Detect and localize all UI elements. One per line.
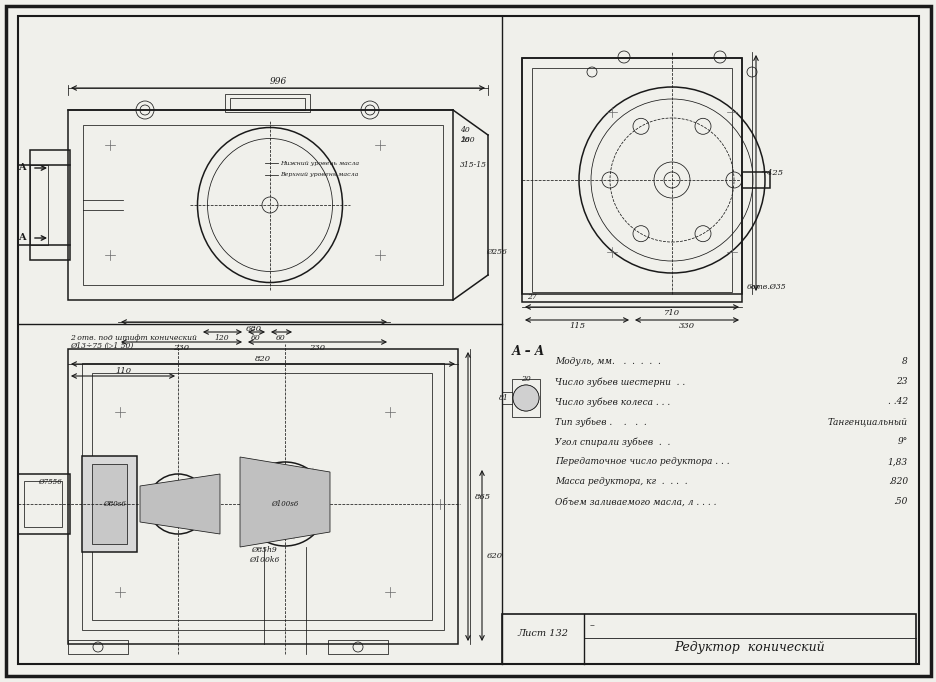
Text: –: – — [590, 621, 594, 630]
Bar — [82, 456, 137, 552]
Text: Тангенциальный: Тангенциальный — [827, 417, 907, 426]
Polygon shape — [139, 474, 220, 534]
Text: A: A — [18, 233, 26, 243]
Text: Ø100k6: Ø100k6 — [249, 556, 279, 564]
Bar — [328, 640, 388, 654]
Text: Ø100s6: Ø100s6 — [271, 500, 299, 508]
Text: Передаточное число редуктора . . .: Передаточное число редуктора . . . — [554, 458, 729, 466]
Text: 230: 230 — [309, 344, 325, 352]
Bar — [741, 172, 769, 188]
Text: 710: 710 — [664, 309, 680, 317]
Text: А – А: А – А — [511, 346, 545, 359]
Text: .820: .820 — [887, 477, 907, 486]
Text: Масса редуктора, кг  .  . .  .: Масса редуктора, кг . . . . — [554, 477, 687, 486]
Text: Ø80s6: Ø80s6 — [104, 500, 126, 508]
Text: 40: 40 — [460, 126, 469, 134]
Text: 60: 60 — [251, 334, 260, 342]
Text: Ø13÷75 (▷1 50): Ø13÷75 (▷1 50) — [70, 342, 133, 350]
Text: Нижний уровень масла: Нижний уровень масла — [280, 160, 358, 166]
Text: 6отв.Ø35: 6отв.Ø35 — [746, 283, 786, 291]
Text: 315-15: 315-15 — [460, 161, 487, 169]
Text: 20: 20 — [460, 136, 469, 144]
Bar — [92, 373, 431, 620]
Bar — [532, 68, 731, 292]
Text: 820: 820 — [255, 355, 271, 363]
Text: Верхний уровень масла: Верхний уровень масла — [280, 173, 358, 177]
Bar — [502, 614, 915, 664]
Text: 2 отв. под штифт конический: 2 отв. под штифт конический — [70, 334, 197, 342]
Bar — [521, 58, 741, 294]
Text: Ø7556: Ø7556 — [38, 478, 62, 486]
Bar — [83, 125, 443, 285]
Text: 27: 27 — [526, 293, 536, 301]
Text: 20: 20 — [520, 375, 531, 383]
Text: 865: 865 — [475, 493, 490, 501]
Circle shape — [521, 394, 530, 402]
Text: 120: 120 — [214, 334, 229, 342]
Bar — [511, 379, 539, 417]
Bar — [68, 110, 452, 300]
Text: 996: 996 — [269, 78, 286, 87]
Text: Редуктор  конический: Редуктор конический — [674, 642, 825, 655]
Bar — [24, 481, 62, 527]
Text: A: A — [18, 164, 26, 173]
Text: 330: 330 — [679, 322, 695, 330]
Bar — [229, 98, 305, 110]
Text: Число зубьев шестерни  . .: Число зубьев шестерни . . — [554, 377, 684, 387]
Text: Число зубьев колеса . . .: Число зубьев колеса . . . — [554, 397, 669, 406]
Bar — [92, 464, 127, 544]
Text: Ø256: Ø256 — [486, 248, 506, 256]
Text: 110: 110 — [115, 367, 131, 375]
Text: 81: 81 — [499, 394, 508, 402]
Text: Объем заливаемого масла, л . . . .: Объем заливаемого масла, л . . . . — [554, 497, 716, 507]
Text: 230: 230 — [173, 344, 189, 352]
Polygon shape — [240, 457, 329, 547]
Text: Тип зубьев .    .   .  .: Тип зубьев . . . . — [554, 417, 646, 427]
Text: 620: 620 — [487, 552, 503, 560]
Text: ~425: ~425 — [759, 169, 782, 177]
Bar — [30, 150, 70, 260]
Text: Лист 132: Лист 132 — [517, 629, 568, 638]
Text: 1,83: 1,83 — [887, 458, 907, 466]
Bar — [521, 58, 741, 302]
Bar — [82, 363, 444, 630]
Text: Ø85h9: Ø85h9 — [251, 546, 276, 554]
Bar — [30, 165, 48, 245]
Text: 160: 160 — [460, 136, 475, 144]
Bar — [68, 349, 458, 644]
Bar — [18, 474, 70, 534]
Text: 23: 23 — [896, 378, 907, 387]
Bar — [225, 94, 310, 112]
Text: .50: .50 — [893, 497, 907, 507]
Bar — [68, 640, 128, 654]
Text: 115: 115 — [568, 322, 584, 330]
Text: 9°: 9° — [897, 437, 907, 447]
Wedge shape — [512, 385, 538, 411]
Text: 680: 680 — [245, 325, 262, 333]
Text: . .42: . .42 — [887, 398, 907, 406]
Text: Угол спирали зубьев  .  .: Угол спирали зубьев . . — [554, 437, 669, 447]
Text: Модуль, мм.   .  .  .  .  .: Модуль, мм. . . . . . — [554, 357, 660, 366]
Text: 60: 60 — [276, 334, 285, 342]
Text: 8: 8 — [901, 357, 907, 366]
